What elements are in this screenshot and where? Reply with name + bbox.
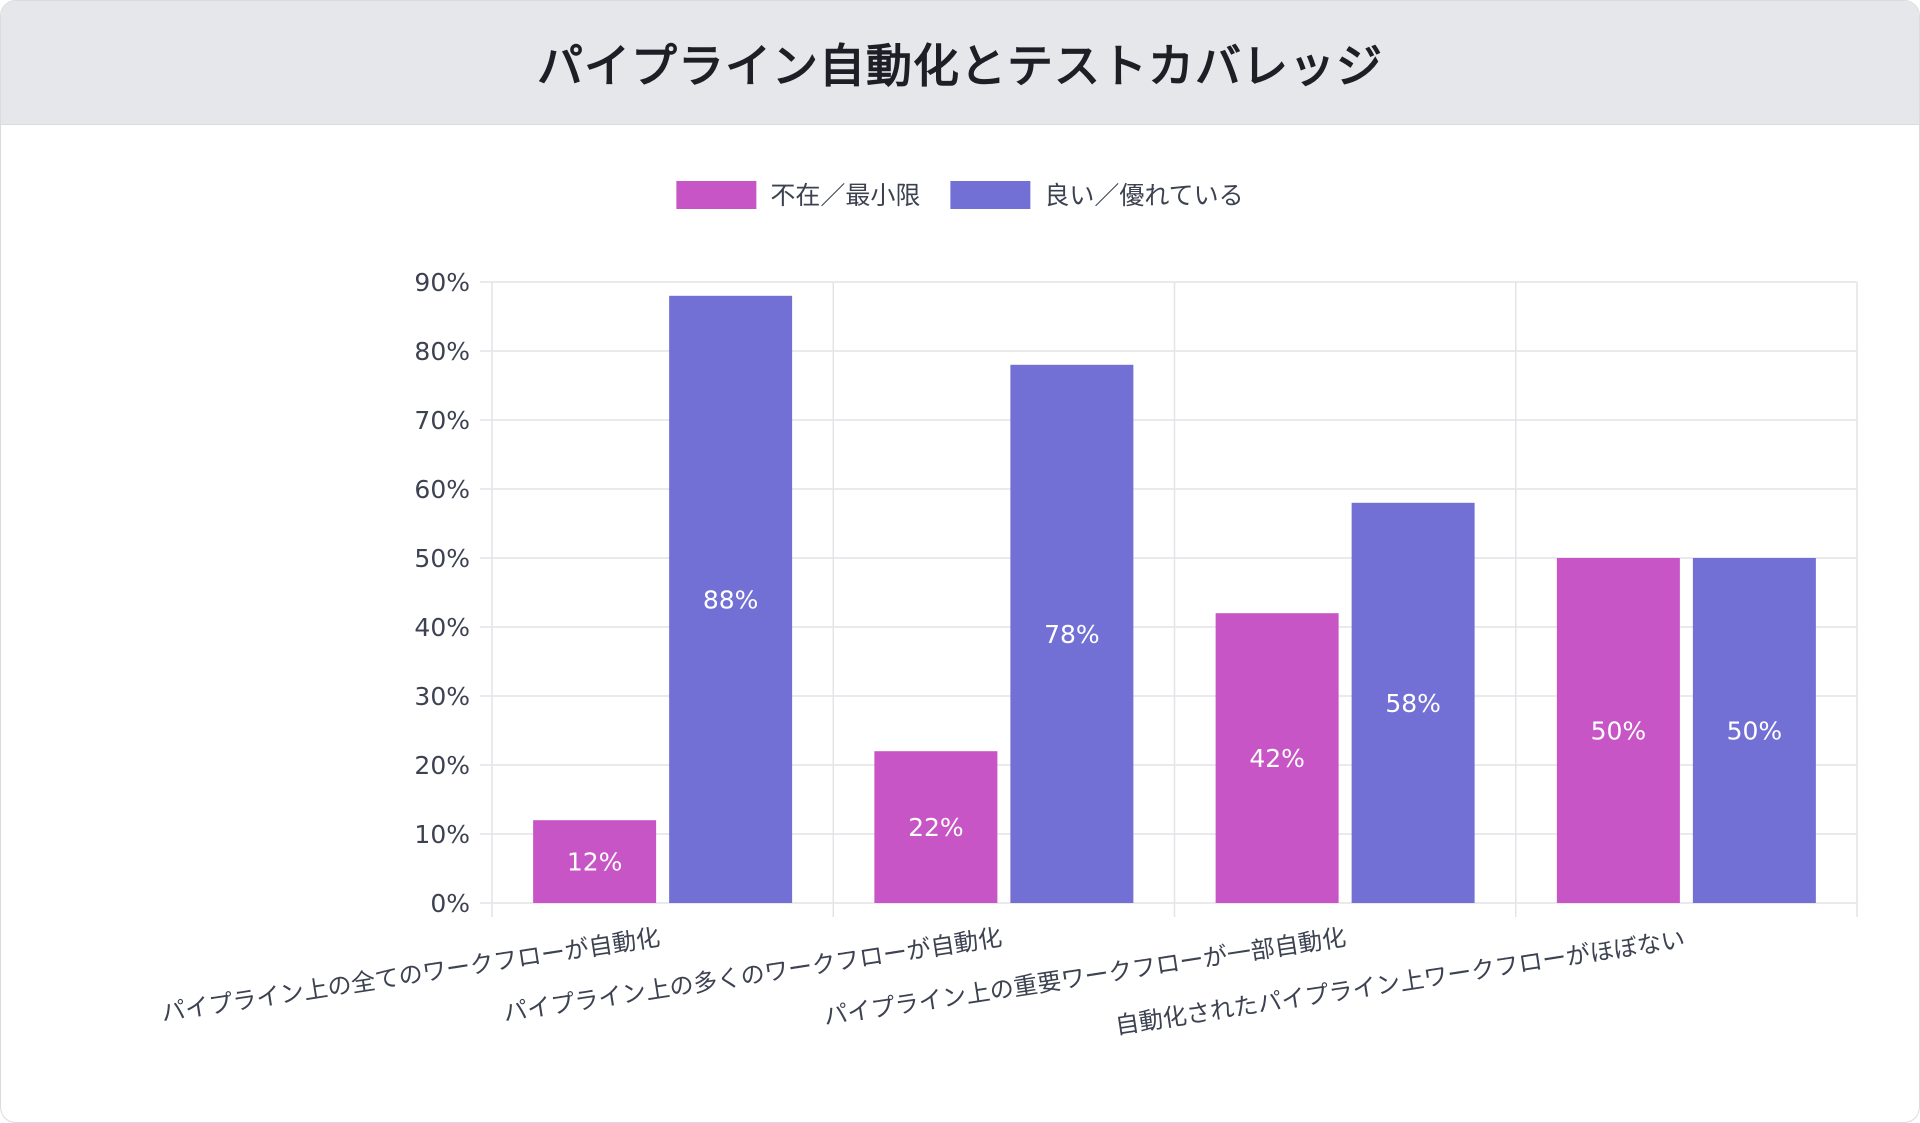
y-tick-label: 10% [414, 820, 470, 849]
bar [669, 295, 793, 903]
bar-chart: 0% 10% 20% 30% 40% 50% 60% 70% 80% 90% 12% 22% 42% 5… [159, 181, 1858, 1040]
bar-value-label: 88% [703, 585, 759, 614]
legend-swatch [676, 181, 757, 209]
bar-value-label: 22% [908, 813, 964, 842]
bar [1215, 613, 1339, 903]
y-tick-label: 30% [414, 682, 470, 711]
bar-value-label: 50% [1727, 717, 1783, 746]
y-tick-label: 40% [414, 613, 470, 642]
y-tick-label: 70% [414, 406, 470, 435]
y-axis: 0% 10% 20% 30% 40% 50% 60% 70% 80% 90% [414, 268, 470, 918]
x-axis: パイプライン上の全てのワークフローが自動化パイプライン上の多くのワークフローが自… [159, 923, 1686, 1040]
bar-value-label: 50% [1591, 717, 1647, 746]
bar [1556, 558, 1680, 903]
y-tick-label: 60% [414, 475, 470, 504]
x-tick-label: 自動化されたパイプライン上ワークフローがほぼない [1113, 925, 1687, 1040]
bars: 12% 22% 42% 50% 88% 78% 58% 50% [533, 295, 1816, 903]
bar [533, 820, 657, 903]
legend-label: 不在／最小限 [770, 181, 920, 210]
legend-swatch [950, 181, 1031, 209]
y-tick-label: 50% [414, 544, 470, 573]
bar [1692, 558, 1816, 903]
bar [1351, 502, 1475, 903]
bar-value-label: 58% [1385, 689, 1441, 718]
bar [1010, 364, 1134, 903]
y-tick-label: 0% [430, 889, 470, 918]
chart-title: パイプライン自動化とテストカバレッジ [537, 38, 1383, 93]
legend-item: 良い／優れている [950, 181, 1244, 210]
y-tick-label: 80% [414, 337, 470, 366]
chart-header: パイプライン自動化とテストカバレッジ [1, 1, 1919, 125]
y-tick-label: 20% [414, 751, 470, 780]
bar-value-label: 78% [1044, 620, 1100, 649]
legend: 不在／最小限 良い／優れている [676, 181, 1244, 210]
legend-label: 良い／優れている [1044, 181, 1243, 210]
bar-value-label: 42% [1249, 744, 1305, 773]
legend-item: 不在／最小限 [676, 181, 920, 210]
y-tick-label: 90% [414, 268, 470, 297]
bar [874, 751, 998, 903]
bar-value-label: 12% [567, 848, 623, 877]
